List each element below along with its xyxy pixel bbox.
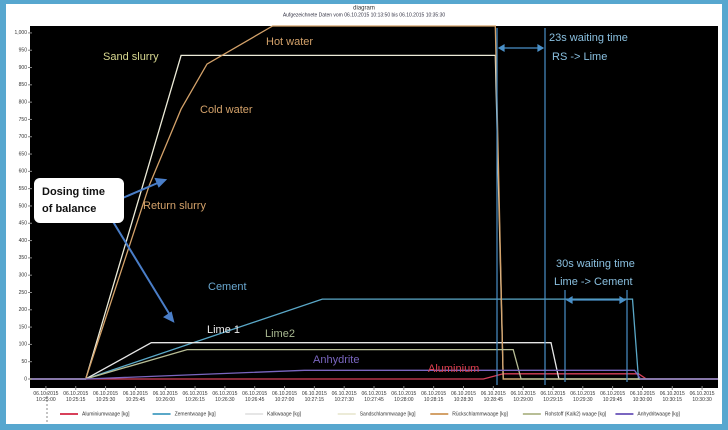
y-tick-label: 250 bbox=[19, 290, 28, 296]
x-tick-label: 06.10.2015 10:29:30 bbox=[570, 391, 596, 403]
x-tick-label: 06.10.2015 10:30:15 bbox=[659, 391, 685, 403]
y-tick-label: 450 bbox=[19, 221, 28, 227]
series-layer bbox=[30, 25, 718, 380]
x-tick-label: 06.10.2015 10:28:45 bbox=[480, 391, 506, 403]
dosing-arrows bbox=[111, 177, 175, 323]
y-tick-label: 300 bbox=[19, 273, 28, 279]
y-tick-label: 0 bbox=[24, 376, 27, 382]
y-tick-label: 1,000 bbox=[14, 30, 27, 36]
x-tick-label: 06.10.2015 10:28:30 bbox=[450, 391, 476, 403]
x-tick-label: 06.10.2015 10:27:45 bbox=[361, 391, 387, 403]
x-tick-label: 06.10.2015 10:26:30 bbox=[212, 391, 238, 403]
x-tick-label: 06.10.2015 10:30:00 bbox=[629, 391, 655, 403]
x-tick-label: 06.10.2015 10:27:00 bbox=[272, 391, 298, 403]
annotation: Lime 1 bbox=[207, 324, 240, 336]
legend-label: Kalkwaage [kg] bbox=[267, 411, 302, 417]
annotation: Hot water bbox=[266, 36, 313, 48]
y-tick-label: 950 bbox=[19, 48, 28, 54]
y-tick-label: 700 bbox=[19, 134, 28, 140]
y-tick-label: 550 bbox=[19, 186, 28, 192]
chart-title: diagram bbox=[353, 6, 375, 12]
x-tick-label: 06.10.2015 10:28:15 bbox=[421, 391, 447, 403]
annotation: Aluminium bbox=[428, 363, 479, 375]
annotation: Anhydrite bbox=[313, 354, 359, 366]
x-tick-label: 06.10.2015 10:28:00 bbox=[391, 391, 417, 403]
annotation: Lime2 bbox=[265, 328, 295, 340]
annotation: Lime -> Cement bbox=[554, 276, 633, 288]
y-tick-label: 100 bbox=[19, 342, 28, 348]
annotation: 23s waiting time bbox=[549, 32, 628, 44]
legend-label: Anhydritwaage [kg] bbox=[637, 411, 680, 417]
annotation: Dosing time bbox=[42, 186, 105, 198]
arrow bbox=[111, 219, 171, 316]
y-tick-label: 350 bbox=[19, 255, 28, 261]
y-tick-label: 850 bbox=[19, 82, 28, 88]
arrow bbox=[117, 181, 161, 201]
y-tick-label: 900 bbox=[19, 65, 28, 71]
x-tick-label: 06.10.2015 10:30:30 bbox=[689, 391, 715, 403]
annotation: Sand slurry bbox=[103, 51, 159, 63]
legend-label: Rohstoff (Kalk2) waage [kg] bbox=[545, 411, 607, 417]
x-tick-label: 06.10.2015 10:25:30 bbox=[93, 391, 119, 403]
y-tick-label: 200 bbox=[19, 307, 28, 313]
x-tick-label: 06.10.2015 10:26:15 bbox=[182, 391, 208, 403]
annotation: of balance bbox=[42, 203, 96, 215]
x-tick-label: 06.10.2015 10:29:00 bbox=[510, 391, 536, 403]
y-tick-label: 650 bbox=[19, 151, 28, 157]
legend-label: Zementwaage [kg] bbox=[175, 411, 217, 417]
x-tick-label: 06.10.2015 10:25:15 bbox=[63, 391, 89, 403]
x-tick-label: 06.10.2015 10:27:30 bbox=[331, 391, 357, 403]
legend-label: Rückschlammwaage [kg] bbox=[452, 411, 508, 417]
annotation: Cement bbox=[208, 281, 247, 293]
series-line bbox=[30, 369, 718, 380]
arrow-head bbox=[163, 311, 175, 323]
annotation: Cold water bbox=[200, 104, 253, 116]
annotation: RS -> Lime bbox=[552, 51, 607, 63]
series-line bbox=[30, 25, 718, 380]
y-tick-label: 150 bbox=[19, 324, 28, 330]
x-tick-label: 06.10.2015 10:26:45 bbox=[242, 391, 268, 403]
arrow-head bbox=[497, 43, 545, 53]
x-tick-label: 06.10.2015 10:27:15 bbox=[301, 391, 327, 403]
arrow-head bbox=[154, 177, 168, 188]
chart-subtitle: Aufgezeichnete Daten vom 06.10.2015 10:1… bbox=[283, 12, 446, 18]
legend-label: Sandschlammwaage [kg] bbox=[360, 411, 416, 417]
y-tick-label: 50 bbox=[21, 359, 27, 365]
arrow-head bbox=[565, 295, 627, 305]
y-tick-label: 400 bbox=[19, 238, 28, 244]
y-tick-label: 750 bbox=[19, 117, 28, 123]
x-tick-label: 06.10.2015 10:29:15 bbox=[540, 391, 566, 403]
x-tick-label: 06.10.2015 10:26:00 bbox=[152, 391, 178, 403]
waiting-markers bbox=[496, 28, 628, 385]
y-tick-label: 500 bbox=[19, 203, 28, 209]
y-tick-label: 800 bbox=[19, 99, 28, 105]
y-tick-label: 600 bbox=[19, 169, 28, 175]
x-tick-label: 06.10.2015 10:29:45 bbox=[600, 391, 626, 403]
callout-box bbox=[34, 178, 124, 223]
x-tick-label: 06.10.2015 10:25:45 bbox=[122, 391, 148, 403]
annotation: Return slurry bbox=[143, 200, 206, 212]
legend-label: Aluminiumwaage [kg] bbox=[82, 411, 130, 417]
x-tick-label: 06.10.2015 10:25:00 bbox=[33, 391, 59, 403]
plot-area bbox=[30, 26, 718, 388]
annotation: 30s waiting time bbox=[556, 258, 635, 270]
